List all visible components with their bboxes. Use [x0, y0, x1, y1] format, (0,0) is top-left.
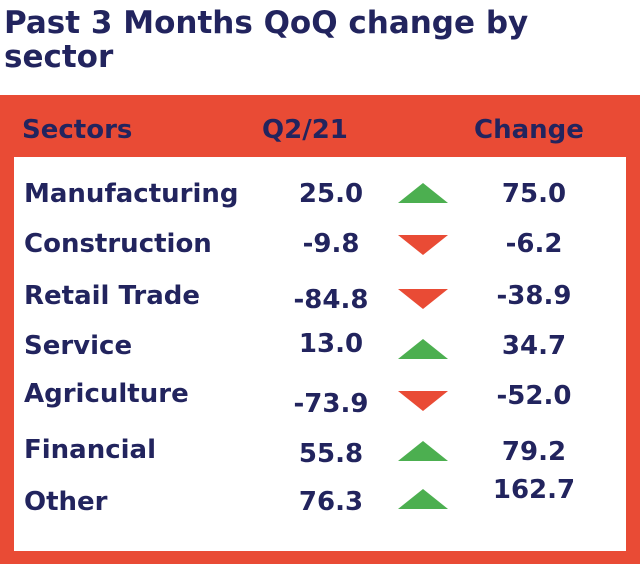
change-value: 75.0 — [501, 179, 567, 209]
change-value: -52.0 — [496, 381, 572, 411]
change-value: 79.2 — [501, 437, 567, 467]
up-triangle-icon — [398, 183, 448, 207]
sector-label: Construction — [24, 229, 212, 259]
header-q2-21: Q2/21 — [262, 115, 348, 145]
change-value: -6.2 — [505, 229, 563, 259]
table-frame: Sectors Q2/21 Change Manufacturing 25.0 75… — [0, 95, 640, 564]
sector-label: Manufacturing — [24, 179, 239, 209]
down-triangle-icon — [398, 391, 448, 415]
q2-value: 76.3 — [298, 487, 364, 517]
header-sectors: Sectors — [22, 115, 133, 145]
table-row: Construction -9.8 -6.2 — [14, 225, 626, 265]
q2-value: -73.9 — [293, 389, 369, 419]
change-value: 34.7 — [501, 331, 567, 361]
down-triangle-icon — [398, 235, 448, 259]
up-triangle-icon — [398, 441, 448, 465]
table-row: Financial 55.8 79.2 — [14, 429, 626, 469]
q2-value: 13.0 — [298, 329, 364, 359]
table-row: Retail Trade -84.8 -38.9 — [14, 277, 626, 317]
sector-label: Service — [24, 331, 133, 361]
table-row: Other 76.3 162.7 — [14, 475, 626, 519]
chart-title: Past 3 Months QoQ change by sector — [4, 5, 529, 75]
header-change: Change — [474, 115, 584, 145]
up-triangle-icon — [398, 339, 448, 363]
table-row: Service 13.0 34.7 — [14, 325, 626, 365]
down-triangle-icon — [398, 289, 448, 313]
table-row: Agriculture -73.9 -52.0 — [14, 375, 626, 419]
change-value: 162.7 — [492, 475, 576, 505]
q2-value: 25.0 — [298, 179, 364, 209]
sector-label: Retail Trade — [24, 281, 200, 311]
change-value: -38.9 — [496, 281, 572, 311]
table-header: Sectors Q2/21 Change — [0, 95, 640, 157]
sector-label: Agriculture — [24, 379, 189, 409]
table-body: Manufacturing 25.0 75.0 Construction -9.8 -6.… — [14, 157, 626, 551]
q2-value: -9.8 — [302, 229, 360, 259]
q2-value: -84.8 — [293, 285, 369, 315]
q2-value: 55.8 — [298, 439, 364, 469]
sector-label: Financial — [24, 435, 157, 465]
table-row: Manufacturing 25.0 75.0 — [14, 175, 626, 215]
up-triangle-icon — [398, 489, 448, 513]
sector-label: Other — [24, 487, 108, 517]
